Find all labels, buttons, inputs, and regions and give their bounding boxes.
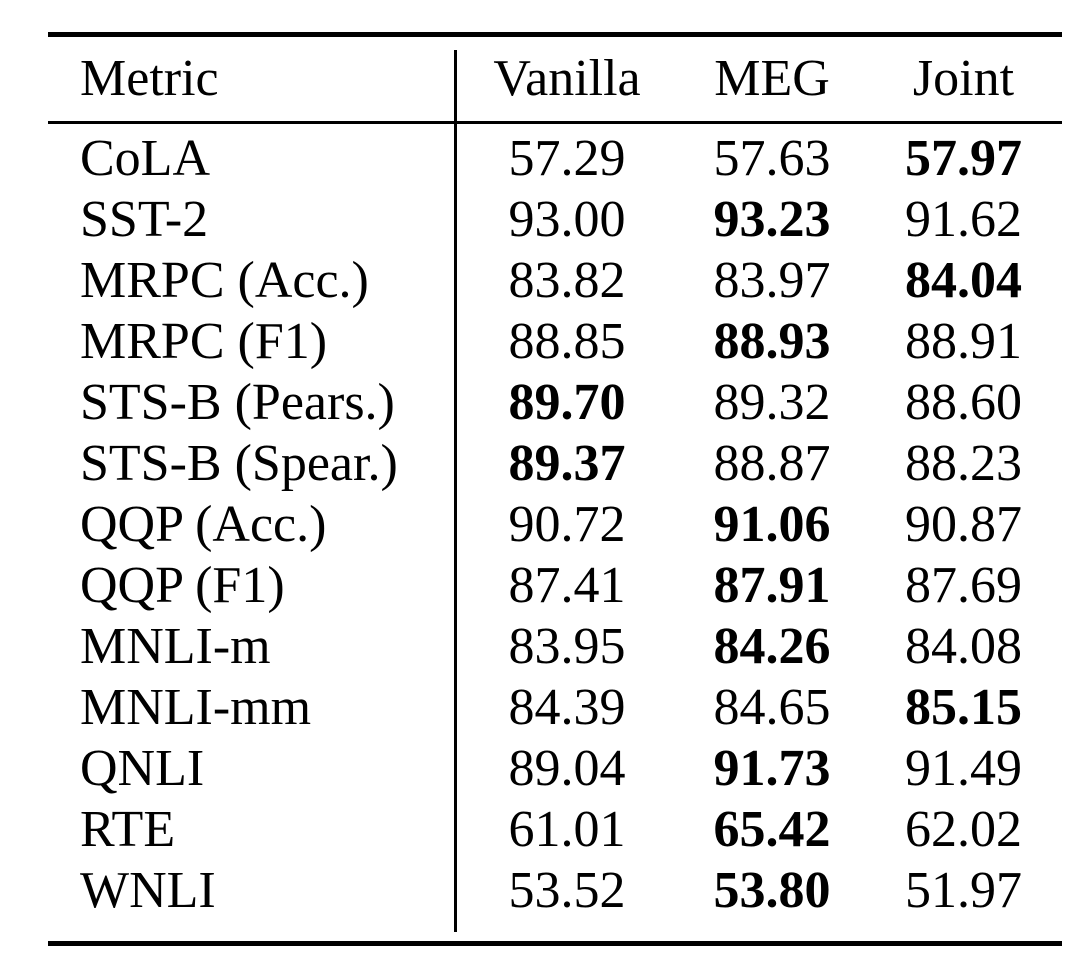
header-rule <box>48 121 1062 124</box>
joint-value: 62.02 <box>905 800 1022 858</box>
joint-value: 57.97 <box>905 129 1022 187</box>
metric-name: MRPC (Acc.) <box>80 251 369 309</box>
meg-value: 88.87 <box>713 434 831 492</box>
meg-value: 84.26 <box>713 617 831 675</box>
meg-value: 57.63 <box>713 129 831 187</box>
table-row: QNLI 89.04 91.73 91.49 <box>48 738 1062 799</box>
table-row: STS-B (Pears.) 89.70 89.32 88.60 <box>48 372 1062 433</box>
meg-value: 53.80 <box>713 861 831 919</box>
meg-value: 93.23 <box>713 190 831 248</box>
vanilla-value: 57.29 <box>508 129 626 187</box>
col-header-meg: MEG <box>714 50 830 107</box>
vanilla-value: 83.82 <box>508 251 626 309</box>
table-row: MNLI-mm 84.39 84.65 85.15 <box>48 677 1062 738</box>
vanilla-value: 89.37 <box>508 434 626 492</box>
joint-value: 84.08 <box>905 617 1022 675</box>
joint-value: 91.49 <box>905 739 1022 797</box>
joint-value: 90.87 <box>905 495 1022 553</box>
column-separator-rule <box>454 50 457 932</box>
metric-name: QNLI <box>80 739 205 797</box>
metric-name: RTE <box>80 800 176 858</box>
table-body: CoLA 57.29 57.63 57.97 SST-2 93.00 93.23… <box>48 124 1062 941</box>
table-row: WNLI 53.52 53.80 51.97 <box>48 860 1062 921</box>
bottom-rule <box>48 941 1062 946</box>
joint-value: 88.23 <box>905 434 1022 492</box>
metric-name: MNLI-mm <box>80 678 312 736</box>
table-row: CoLA 57.29 57.63 57.97 <box>48 128 1062 189</box>
vanilla-value: 90.72 <box>508 495 626 553</box>
meg-value: 88.93 <box>713 312 831 370</box>
vanilla-value: 89.04 <box>508 739 626 797</box>
table-row: QQP (F1) 87.41 87.91 87.69 <box>48 555 1062 616</box>
joint-value: 91.62 <box>905 190 1022 248</box>
metric-name: MNLI-m <box>80 617 271 675</box>
col-header-vanilla: Vanilla <box>493 50 641 107</box>
meg-value: 84.65 <box>713 678 831 736</box>
vanilla-value: 84.39 <box>508 678 626 736</box>
joint-value: 85.15 <box>905 678 1022 736</box>
table-row: MRPC (Acc.) 83.82 83.97 84.04 <box>48 250 1062 311</box>
table-row: RTE 61.01 65.42 62.02 <box>48 799 1062 860</box>
meg-value: 91.06 <box>713 495 831 553</box>
table-row: MRPC (F1) 88.85 88.93 88.91 <box>48 311 1062 372</box>
joint-value: 84.04 <box>905 251 1022 309</box>
vanilla-value: 89.70 <box>508 373 626 431</box>
meg-value: 87.91 <box>713 556 831 614</box>
joint-value: 51.97 <box>905 861 1022 919</box>
meg-value: 91.73 <box>713 739 831 797</box>
table-row: SST-2 93.00 93.23 91.62 <box>48 189 1062 250</box>
meg-value: 83.97 <box>713 251 831 309</box>
table-header-row: Metric Vanilla MEG Joint <box>48 37 1062 121</box>
vanilla-value: 53.52 <box>508 861 626 919</box>
table-row: QQP (Acc.) 90.72 91.06 90.87 <box>48 494 1062 555</box>
metric-name: SST-2 <box>80 190 209 248</box>
metric-name: QQP (Acc.) <box>80 495 327 553</box>
results-table: Metric Vanilla MEG Joint CoLA 57.29 57.6… <box>48 32 1062 946</box>
meg-value: 89.32 <box>713 373 831 431</box>
vanilla-value: 93.00 <box>508 190 626 248</box>
metric-name: QQP (F1) <box>80 556 285 614</box>
meg-value: 65.42 <box>713 800 831 858</box>
joint-value: 88.60 <box>905 373 1022 431</box>
vanilla-value: 61.01 <box>508 800 626 858</box>
metric-name: CoLA <box>80 129 210 187</box>
joint-value: 88.91 <box>905 312 1022 370</box>
metric-name: WNLI <box>80 861 216 919</box>
joint-value: 87.69 <box>905 556 1022 614</box>
metric-name: STS-B (Spear.) <box>80 434 398 492</box>
col-header-joint: Joint <box>912 50 1015 107</box>
metric-name: MRPC (F1) <box>80 312 328 370</box>
col-header-metric: Metric <box>80 50 219 107</box>
top-rule <box>48 32 1062 37</box>
vanilla-value: 87.41 <box>508 556 626 614</box>
metric-name: STS-B (Pears.) <box>80 373 395 431</box>
table-row: MNLI-m 83.95 84.26 84.08 <box>48 616 1062 677</box>
vanilla-value: 83.95 <box>508 617 626 675</box>
table-row: STS-B (Spear.) 89.37 88.87 88.23 <box>48 433 1062 494</box>
vanilla-value: 88.85 <box>508 312 626 370</box>
